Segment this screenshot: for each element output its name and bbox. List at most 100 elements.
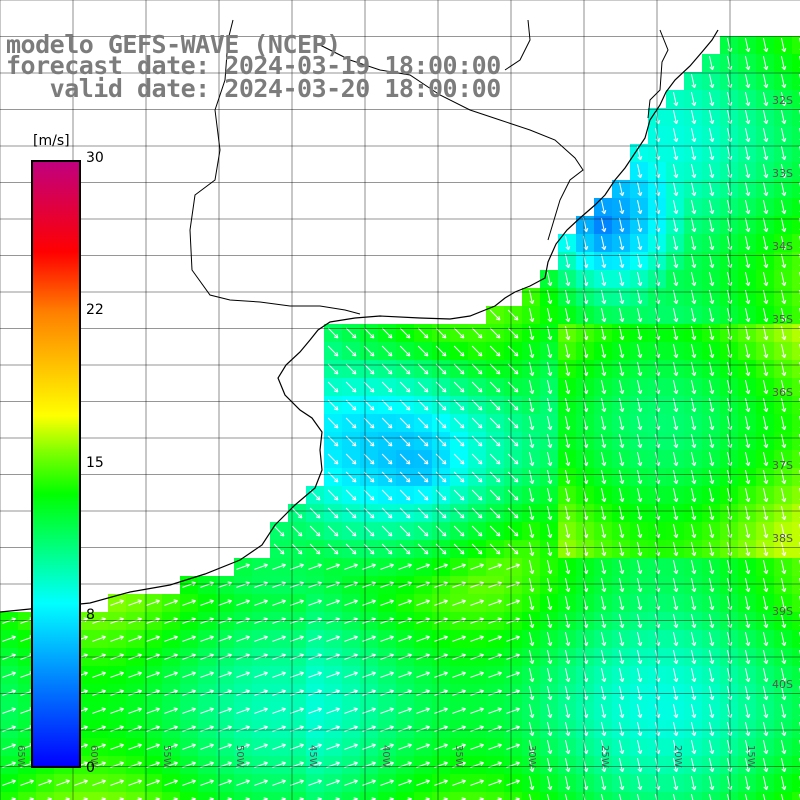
wind-arrow bbox=[381, 453, 393, 465]
wind-arrow bbox=[600, 362, 607, 377]
wind-arrow bbox=[762, 776, 769, 791]
wind-arrow bbox=[600, 506, 607, 521]
wind-arrow bbox=[290, 563, 304, 570]
wind-arrow bbox=[744, 722, 751, 737]
wind-arrow bbox=[164, 671, 178, 678]
wind-arrow bbox=[489, 345, 501, 357]
wind-arrow bbox=[600, 452, 607, 467]
wind-speed-cell bbox=[792, 342, 800, 360]
wind-arrow bbox=[690, 506, 697, 521]
wind-arrow bbox=[128, 743, 142, 750]
wind-arrow bbox=[460, 797, 466, 800]
wind-speed-cell bbox=[792, 540, 800, 558]
wind-arrow bbox=[708, 596, 715, 611]
wind-speed-cell bbox=[90, 792, 108, 800]
wind-arrow bbox=[708, 506, 715, 521]
wind-arrow bbox=[146, 635, 160, 642]
wind-speed-cell bbox=[306, 792, 324, 800]
wind-arrow bbox=[345, 381, 357, 393]
wind-arrow bbox=[636, 560, 643, 575]
wind-arrow bbox=[546, 578, 553, 593]
wind-speed-cell bbox=[792, 522, 800, 540]
wind-arrow bbox=[744, 632, 751, 647]
wind-arrow bbox=[690, 344, 697, 359]
wind-arrow bbox=[762, 794, 766, 800]
forecast-date: forecast date: 2024-03-19 18:00:00 bbox=[6, 51, 501, 80]
wind-arrow bbox=[690, 146, 697, 161]
wind-arrow bbox=[690, 632, 697, 647]
wind-arrow bbox=[528, 452, 535, 467]
wind-arrow bbox=[600, 560, 607, 575]
wind-arrow bbox=[600, 614, 607, 629]
wind-arrow bbox=[381, 525, 393, 537]
wind-arrow bbox=[762, 578, 769, 593]
wind-arrow bbox=[380, 779, 394, 786]
wind-arrow bbox=[690, 434, 697, 449]
wind-arrow bbox=[182, 671, 196, 678]
latitude-label: 33S bbox=[772, 167, 793, 180]
wind-arrow bbox=[744, 704, 751, 719]
wind-arrow bbox=[672, 758, 679, 773]
wind-arrow bbox=[672, 434, 679, 449]
wind-arrow bbox=[363, 525, 375, 537]
wind-arrow bbox=[434, 563, 448, 570]
latitude-label: 39S bbox=[772, 605, 793, 618]
wind-arrow bbox=[100, 797, 106, 800]
wind-arrow bbox=[744, 578, 751, 593]
wind-arrow bbox=[636, 182, 643, 197]
wind-arrow bbox=[690, 704, 697, 719]
wind-arrow bbox=[344, 563, 358, 570]
wind-arrow bbox=[488, 599, 502, 606]
wind-arrow bbox=[762, 614, 769, 629]
wind-speed-cell bbox=[792, 378, 800, 396]
wind-arrow bbox=[326, 779, 340, 786]
wind-arrow bbox=[164, 725, 178, 732]
wind-speed-cell bbox=[342, 792, 360, 800]
wind-arrow bbox=[564, 560, 571, 575]
wind-arrow bbox=[528, 704, 535, 719]
wind-arrow bbox=[546, 434, 553, 449]
wind-arrow bbox=[417, 345, 429, 357]
wind-arrow bbox=[546, 272, 553, 287]
wind-arrow bbox=[690, 668, 697, 683]
wind-speed-cell bbox=[792, 396, 800, 414]
wind-arrow bbox=[600, 488, 607, 503]
wind-arrow bbox=[636, 614, 643, 629]
longitude-label: 50W bbox=[234, 745, 245, 768]
wind-arrow bbox=[110, 635, 124, 642]
wind-arrow bbox=[708, 794, 712, 800]
wind-arrow bbox=[636, 506, 643, 521]
wind-arrow bbox=[762, 38, 769, 53]
wind-arrow bbox=[744, 272, 751, 287]
wind-arrow bbox=[780, 668, 787, 683]
wind-arrow bbox=[399, 327, 411, 339]
wind-arrow bbox=[327, 417, 339, 429]
wind-arrow bbox=[399, 543, 411, 555]
wind-arrow bbox=[110, 671, 124, 678]
wind-arrow bbox=[453, 471, 465, 483]
wind-arrow bbox=[618, 200, 625, 215]
wind-arrow bbox=[110, 743, 124, 750]
wind-arrow bbox=[780, 560, 787, 575]
wind-arrow bbox=[416, 743, 430, 750]
wind-arrow bbox=[398, 779, 412, 786]
wind-arrow bbox=[380, 725, 394, 732]
wind-arrow bbox=[453, 417, 465, 429]
wind-arrow bbox=[345, 453, 357, 465]
wind-arrow bbox=[672, 254, 679, 269]
wind-arrow bbox=[272, 599, 286, 606]
wind-arrow bbox=[618, 722, 625, 737]
wind-arrow bbox=[164, 635, 178, 642]
wind-speed-cell bbox=[522, 792, 540, 800]
wind-speed-cell bbox=[36, 792, 54, 800]
latitude-labels: 32S 33S 34S 35S 36S 37S 38S 39S 40S bbox=[772, 94, 793, 691]
wind-arrow bbox=[744, 254, 751, 269]
wind-arrow bbox=[690, 524, 697, 539]
wind-arrow bbox=[262, 797, 268, 800]
wind-speed-cell bbox=[792, 162, 800, 180]
wind-speed-cell bbox=[792, 252, 800, 270]
wind-arrow bbox=[762, 524, 769, 539]
wind-arrow bbox=[546, 344, 553, 359]
wind-arrow bbox=[690, 686, 697, 701]
